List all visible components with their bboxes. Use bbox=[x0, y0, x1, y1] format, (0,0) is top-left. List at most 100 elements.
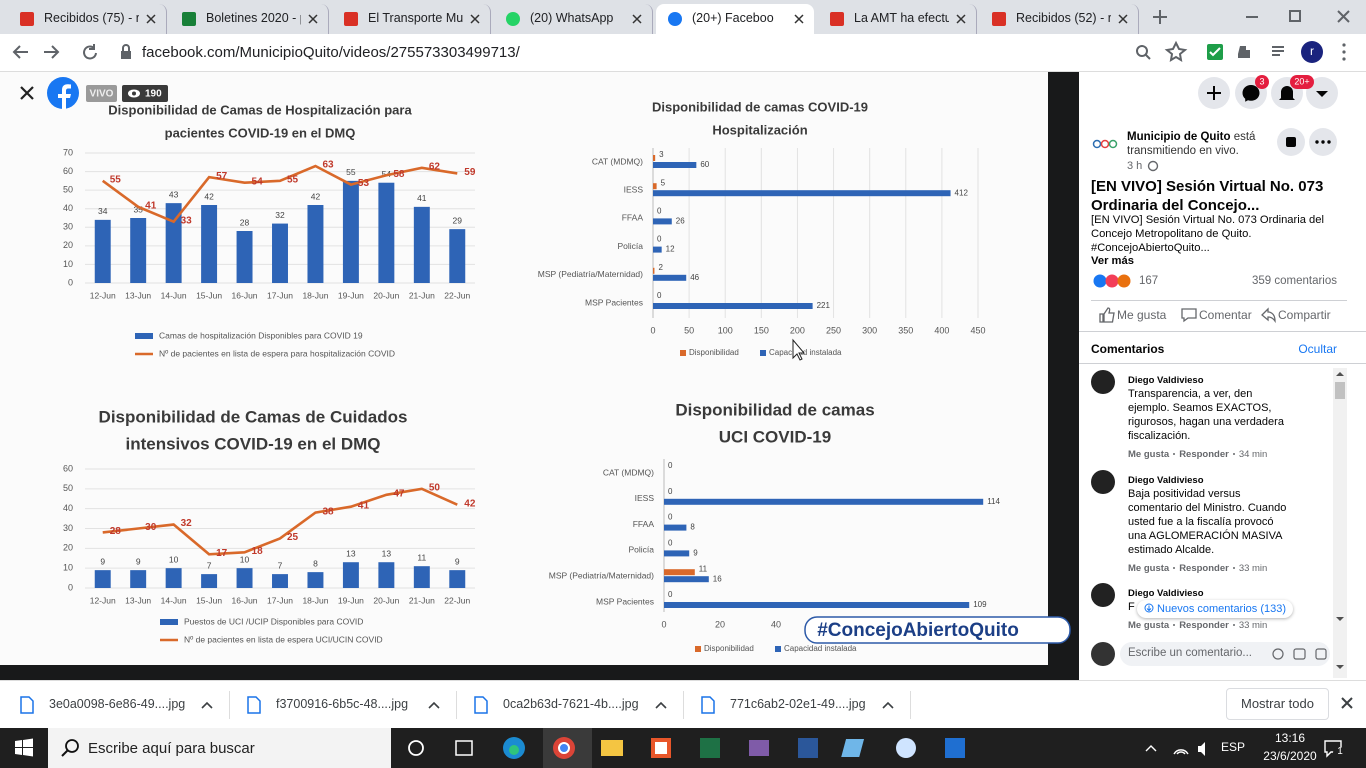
tab[interactable]: La AMT ha efectua bbox=[818, 4, 977, 34]
search-placeholder[interactable]: Escribe aquí para buscar bbox=[88, 740, 255, 757]
comment-like[interactable]: Me gusta bbox=[1128, 449, 1170, 460]
bar bbox=[342, 180, 359, 283]
input-icons[interactable] bbox=[1271, 646, 1329, 662]
tray-icons[interactable] bbox=[1140, 738, 1225, 758]
tab-favicon bbox=[344, 12, 358, 26]
new-tab-button[interactable] bbox=[1150, 7, 1170, 27]
tab[interactable]: El Transporte Muni bbox=[332, 4, 491, 34]
comment-reply[interactable]: Responder bbox=[1179, 563, 1229, 574]
avatar[interactable] bbox=[1091, 370, 1115, 394]
language[interactable]: ESP bbox=[1221, 740, 1246, 754]
comment-placeholder[interactable]: Escribe un comentario... bbox=[1128, 647, 1253, 659]
tab-favicon bbox=[668, 12, 682, 26]
download-file[interactable]: f3700916-6b5c-48....jpg bbox=[276, 697, 409, 711]
download-file[interactable]: 771c6ab2-02e1-49....jpg bbox=[730, 697, 866, 711]
tab-close[interactable] bbox=[794, 14, 804, 24]
notification-count: 1 bbox=[1337, 746, 1343, 757]
chart-title: Disponibilidad de camas COVID-19 bbox=[652, 99, 868, 114]
tab-close[interactable] bbox=[956, 14, 966, 24]
close-glyph bbox=[1118, 14, 1128, 24]
bar bbox=[94, 219, 111, 283]
tab[interactable]: Boletines 2020 - p bbox=[170, 4, 329, 34]
bar bbox=[653, 190, 951, 197]
url[interactable]: facebook.com/MunicipioQuito/videos/27557… bbox=[142, 44, 520, 61]
download-menu[interactable] bbox=[882, 701, 894, 709]
category-label: IESS bbox=[635, 493, 655, 503]
file-glyph bbox=[701, 696, 715, 714]
tab[interactable]: (20) WhatsApp bbox=[494, 4, 653, 34]
tab-close[interactable] bbox=[146, 14, 156, 24]
comment-author[interactable]: Diego Valdivieso bbox=[1128, 588, 1204, 599]
share-button[interactable]: Compartir bbox=[1278, 308, 1331, 322]
tab-favicon bbox=[992, 12, 1006, 26]
download-file[interactable]: 3e0a0098-6e86-49....jpg bbox=[49, 697, 186, 711]
category-label: MSP Pacientes bbox=[596, 596, 654, 606]
comment-like[interactable]: Me gusta bbox=[1128, 620, 1170, 631]
search-box[interactable] bbox=[48, 728, 391, 768]
avatar[interactable] bbox=[1091, 470, 1115, 494]
close-video[interactable] bbox=[20, 86, 34, 100]
video-player[interactable]: Disponibilidad de Camas de Hospitalizaci… bbox=[0, 72, 1048, 665]
bar bbox=[653, 303, 813, 309]
tab-favicon bbox=[20, 12, 34, 26]
close-downloads[interactable] bbox=[1340, 696, 1354, 710]
reaction-count[interactable]: 167 bbox=[1139, 275, 1159, 287]
see-more[interactable]: Ver más bbox=[1091, 255, 1134, 267]
comment-time: 34 min bbox=[1238, 449, 1268, 460]
bar-label: 29 bbox=[453, 215, 463, 225]
toolbar-icons[interactable]: r bbox=[1132, 40, 1362, 66]
post-buttons[interactable] bbox=[1275, 126, 1341, 158]
comment-count[interactable]: 359 comentarios bbox=[1251, 275, 1337, 287]
tab[interactable]: Recibidos (52) - ra bbox=[980, 4, 1139, 34]
clock-time[interactable]: 13:16 bbox=[1274, 731, 1306, 745]
bar-label: 9 bbox=[455, 556, 460, 566]
bar-label: 0 bbox=[668, 487, 673, 496]
tab-close[interactable] bbox=[470, 14, 480, 24]
tab[interactable]: (20+) Faceboo bbox=[656, 4, 814, 34]
tab-close[interactable] bbox=[1118, 14, 1128, 24]
notification-center[interactable] bbox=[1323, 738, 1345, 760]
download-menu[interactable] bbox=[201, 701, 213, 709]
x-tick-label: 20-Jun bbox=[373, 290, 399, 300]
comment-reply[interactable]: Responder bbox=[1179, 449, 1229, 460]
header-icons[interactable]: 3 20+ bbox=[1196, 74, 1366, 112]
tab-title: El Transporte Muni bbox=[368, 11, 463, 25]
window-controls[interactable] bbox=[1240, 6, 1360, 28]
scrollbar[interactable] bbox=[1333, 368, 1347, 678]
clock-date[interactable]: 23/6/2020 bbox=[1263, 749, 1317, 763]
comment-button[interactable]: Comentar bbox=[1199, 308, 1252, 322]
tab[interactable]: Recibidos (75) - ra bbox=[8, 4, 167, 34]
close-glyph bbox=[956, 14, 966, 24]
new-comments-label[interactable]: Nuevos comentarios (133) bbox=[1157, 603, 1287, 615]
x-tick-label: 12-Jun bbox=[90, 290, 116, 300]
globe-icon bbox=[1147, 160, 1159, 172]
line bbox=[102, 487, 458, 556]
hide-comments[interactable]: Ocultar bbox=[1298, 342, 1337, 356]
tab-close[interactable] bbox=[308, 14, 318, 24]
show-all-button[interactable]: Mostrar todo bbox=[1226, 688, 1329, 720]
comment-author[interactable]: Diego Valdivieso bbox=[1128, 475, 1204, 486]
messenger-badge: 3 bbox=[1259, 76, 1264, 86]
category-label: Policía bbox=[617, 241, 643, 251]
comment-input[interactable] bbox=[1120, 642, 1330, 666]
comment-like[interactable]: Me gusta bbox=[1128, 563, 1170, 574]
taskbar-apps[interactable] bbox=[400, 728, 980, 768]
bar bbox=[653, 183, 657, 190]
nav-buttons[interactable] bbox=[10, 42, 110, 62]
new-comments-button[interactable]: Nuevos comentarios (133) bbox=[1137, 600, 1293, 618]
start-button[interactable] bbox=[14, 738, 34, 758]
like-button[interactable]: Me gusta bbox=[1117, 308, 1167, 322]
comment-author[interactable]: Diego Valdivieso bbox=[1128, 375, 1204, 386]
chart-title: intensivos COVID-19 en el DMQ bbox=[125, 434, 380, 453]
tab-close[interactable] bbox=[632, 14, 642, 24]
bar-label: 9 bbox=[136, 556, 141, 566]
download-menu[interactable] bbox=[655, 701, 667, 709]
avatar[interactable] bbox=[1091, 583, 1115, 607]
bar-label: 0 bbox=[668, 590, 673, 599]
comment-reply[interactable]: Responder bbox=[1179, 620, 1229, 631]
post-time[interactable]: 3 h bbox=[1127, 160, 1143, 172]
download-file[interactable]: 0ca2b63d-7621-4b....jpg bbox=[503, 697, 639, 711]
y-tick-label: 10 bbox=[63, 563, 73, 573]
download-menu[interactable] bbox=[428, 701, 440, 709]
post-author[interactable]: Municipio de Quito bbox=[1127, 131, 1231, 143]
